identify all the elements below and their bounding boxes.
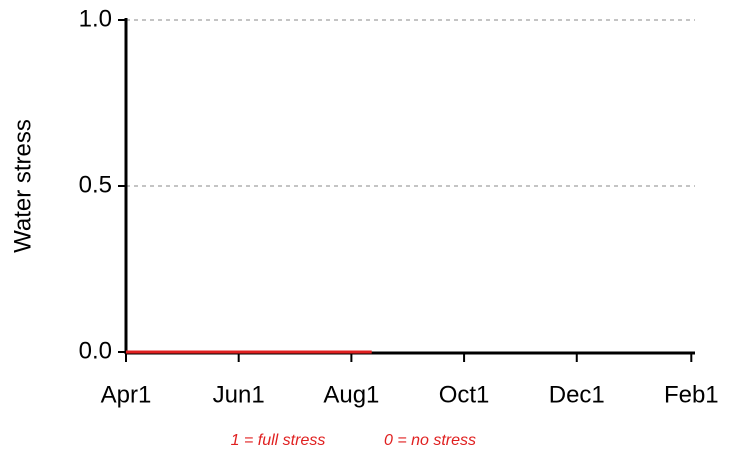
annotation: 1 = full stress [231,432,326,449]
x-tick-label: Feb1 [664,381,719,408]
y-axis-label: Water stress [9,119,36,253]
x-tick-label: Aug1 [323,381,379,408]
x-tick-label: Oct1 [439,381,490,408]
y-tick-label: 0.5 [79,171,112,198]
x-tick-label: Apr1 [101,381,152,408]
y-tick-label: 1.0 [79,5,112,32]
y-tick-label: 0.0 [79,337,112,364]
x-tick-label: Jun1 [213,381,265,408]
x-tick-label: Dec1 [549,381,605,408]
annotation: 0 = no stress [384,432,476,449]
